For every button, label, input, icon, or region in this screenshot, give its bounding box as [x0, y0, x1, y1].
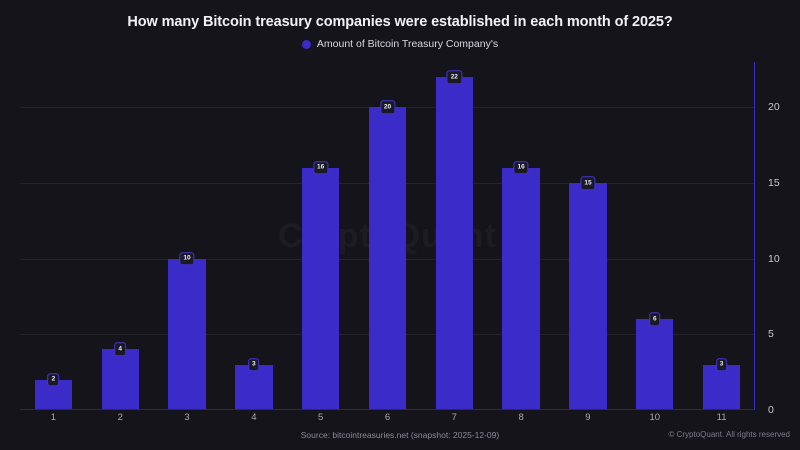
chart-legend: Amount of Bitcoin Treasury Company's [0, 38, 800, 50]
x-tick-label: 6 [384, 412, 391, 423]
bar-group[interactable] [301, 167, 340, 410]
x-tick-label: 3 [184, 412, 190, 423]
bar-group[interactable] [168, 258, 206, 410]
bar-value-label: 15 [580, 176, 596, 190]
x-tick-label: 4 [251, 412, 257, 423]
bar-group[interactable] [702, 364, 741, 410]
bar-group[interactable] [368, 107, 407, 410]
bar-value-label: 6 [648, 312, 661, 326]
y-tick-label: 20 [768, 101, 780, 114]
legend-circle-marker-icon [301, 39, 311, 49]
y-axis-line [753, 62, 755, 410]
chart-title: How many Bitcoin treasury companies were… [127, 14, 673, 30]
y-tick-label: 10 [768, 252, 780, 265]
bar[interactable] [168, 258, 206, 410]
bar[interactable] [435, 77, 473, 410]
bar[interactable] [235, 364, 273, 410]
x-tick-label: 2 [117, 412, 123, 423]
bar[interactable] [636, 319, 674, 410]
bar-value-label: 16 [313, 161, 329, 175]
bar-value-label: 4 [114, 342, 127, 357]
bar-value-label: 3 [248, 357, 260, 372]
x-tick-label: 1 [50, 412, 57, 423]
bar-group[interactable] [502, 167, 540, 410]
bar-group[interactable] [435, 77, 473, 410]
bar[interactable] [301, 167, 340, 410]
bar-value-label: 20 [379, 100, 396, 115]
x-tick-label: 5 [318, 412, 324, 423]
x-tick-label: 7 [451, 412, 457, 423]
y-tick-label: 0 [768, 404, 774, 416]
x-tick-label: 8 [518, 412, 524, 423]
x-tick-label: 10 [649, 412, 661, 423]
footer-copyright-text: © CryptoQuant. All rights reserved [668, 430, 791, 439]
bar-value-label: 22 [446, 70, 462, 84]
y-tick-label: 5 [768, 328, 774, 341]
bar-value-label: 16 [513, 161, 529, 175]
bar[interactable] [368, 107, 407, 410]
bar-group[interactable] [569, 183, 607, 410]
bar[interactable] [101, 349, 139, 410]
bars-layer: 2 4 10 3 16 20 22 16 15 6 3 [20, 62, 755, 410]
bar-value-label: 10 [179, 251, 195, 266]
x-axis-tick-labels: 1 2 3 4 5 6 7 8 9 10 11 [20, 412, 755, 428]
bar[interactable] [569, 183, 607, 410]
bar-group[interactable] [235, 364, 273, 410]
bar-value-label: 2 [47, 372, 60, 387]
bar[interactable] [502, 167, 540, 410]
bar-group[interactable] [636, 319, 674, 410]
legend-item-label: Amount of Bitcoin Treasury Company's [316, 38, 499, 50]
y-axis-tick-labels: 0 5 10 15 20 [760, 62, 798, 416]
x-tick-label: 9 [585, 412, 591, 423]
bar-group[interactable] [101, 349, 139, 410]
x-tick-label: 11 [716, 412, 727, 423]
gridline [20, 410, 755, 411]
x-axis-line [20, 409, 755, 410]
bar[interactable] [702, 364, 741, 410]
footer-source-text: Source: bitcointreasuries.net (snapshot:… [300, 430, 500, 440]
bar-value-label: 3 [715, 357, 728, 372]
y-tick-label: 15 [768, 177, 780, 190]
